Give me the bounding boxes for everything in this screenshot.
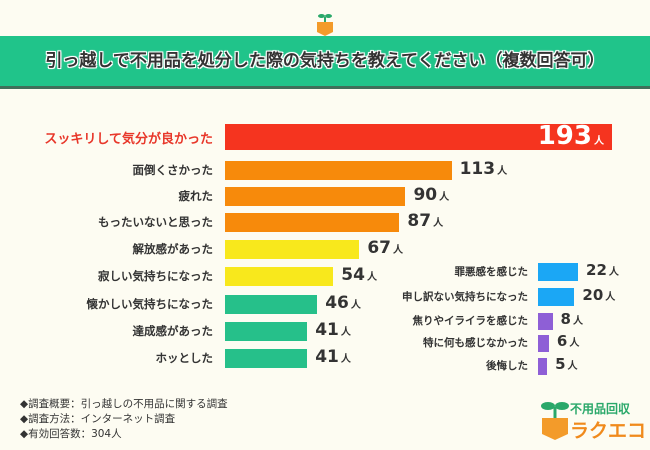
bar [538, 312, 553, 330]
note-method: ◆調査方法：インターネット調査 [20, 413, 176, 425]
rakueco-logo-icon [541, 402, 569, 440]
bar [538, 334, 549, 352]
value-unit: 人 [605, 292, 616, 303]
category-label: 疲れた [178, 189, 214, 203]
category-label: 寂しい気持ちになった [98, 269, 213, 283]
value-number: 90 [413, 185, 438, 205]
value-number: 41 [315, 320, 339, 340]
value-number: 5 [555, 355, 566, 373]
value-label: 193 人 [538, 121, 604, 151]
value-number: 113 [459, 159, 496, 179]
category-label: 罪悪感を感じた [454, 266, 529, 278]
bar [225, 239, 360, 259]
value-number: 67 [367, 238, 391, 258]
value-label: 67 人 [367, 238, 403, 258]
bar [225, 266, 334, 286]
value-number: 87 [407, 211, 432, 231]
note-summary: ◆調査概要：引っ越しの不用品に関する調査 [20, 398, 228, 410]
bar [225, 212, 400, 232]
value-unit: 人 [433, 218, 444, 229]
value-label: 41 人 [315, 320, 351, 340]
category-label: 懐かしい気持ちになった [86, 297, 214, 311]
value-unit: 人 [572, 316, 583, 327]
bar [538, 357, 548, 375]
value-unit: 人 [569, 338, 580, 349]
bar [538, 288, 575, 306]
value-label: 113 人 [460, 159, 508, 179]
category-label: スッキリして気分が良かった [44, 132, 213, 147]
title-banner: 引っ越しで不用品を処分した際の気持ちを教えてください（複数回答可） [0, 36, 650, 89]
value-unit: 人 [340, 354, 351, 365]
note-respondents: ◆有効回答数：304人 [20, 428, 122, 440]
value-number: 41 [315, 347, 339, 367]
value-label: 46 人 [325, 293, 361, 313]
value-number: 6 [556, 332, 568, 350]
box-sprout-icon [317, 14, 333, 36]
survey-notes: ◆調査概要：引っ越しの不用品に関する調査 ◆調査方法：インターネット調査 ◆有効… [20, 397, 228, 442]
value-unit: 人 [497, 166, 508, 177]
category-label: 申し訳ない気持ちになった [402, 291, 528, 303]
value-label: 87 人 [407, 211, 443, 231]
logo-text-top: 不用品回収 [570, 402, 631, 416]
category-label: 面倒くさかった [132, 163, 214, 177]
category-label: ホッとした [155, 351, 214, 365]
value-unit: 人 [366, 272, 377, 283]
category-label: 達成感があった [132, 324, 214, 338]
value-label: 41 人 [315, 347, 351, 367]
bar [225, 294, 318, 314]
value-number: 20 [582, 286, 604, 304]
category-label: 焦りやイライラを感じた [412, 315, 529, 327]
value-label: 22 人 [586, 261, 619, 279]
value-unit: 人 [340, 327, 351, 338]
bar [225, 186, 406, 206]
category-label: もったいないと思った [98, 215, 213, 229]
value-number: 8 [560, 310, 571, 328]
category-label: 後悔した [486, 360, 528, 372]
value-unit: 人 [350, 300, 361, 311]
value-unit: 人 [608, 267, 619, 278]
bar [225, 124, 612, 150]
value-label: 20 人 [582, 286, 615, 304]
value-label: 54 人 [341, 265, 377, 285]
bar [225, 348, 308, 368]
bar [538, 263, 579, 281]
value-unit: 人 [439, 192, 450, 203]
value-number: 54 [341, 265, 365, 285]
value-number: 46 [325, 293, 349, 313]
chart-title: 引っ越しで不用品を処分した際の気持ちを教えてください（複数回答可） [45, 51, 605, 71]
logo-text-brand: ラクエコ [570, 420, 647, 442]
bar [225, 160, 452, 180]
category-label: 解放感があった [132, 242, 214, 256]
value-unit: 人 [393, 245, 403, 256]
value-number: 193 [537, 121, 592, 151]
value-label: 90 人 [413, 185, 449, 205]
bar [225, 321, 308, 341]
value-number: 22 [586, 261, 607, 279]
value-unit: 人 [567, 361, 578, 372]
value-unit: 人 [593, 136, 604, 147]
category-label: 特に何も感じなかった [423, 337, 528, 349]
